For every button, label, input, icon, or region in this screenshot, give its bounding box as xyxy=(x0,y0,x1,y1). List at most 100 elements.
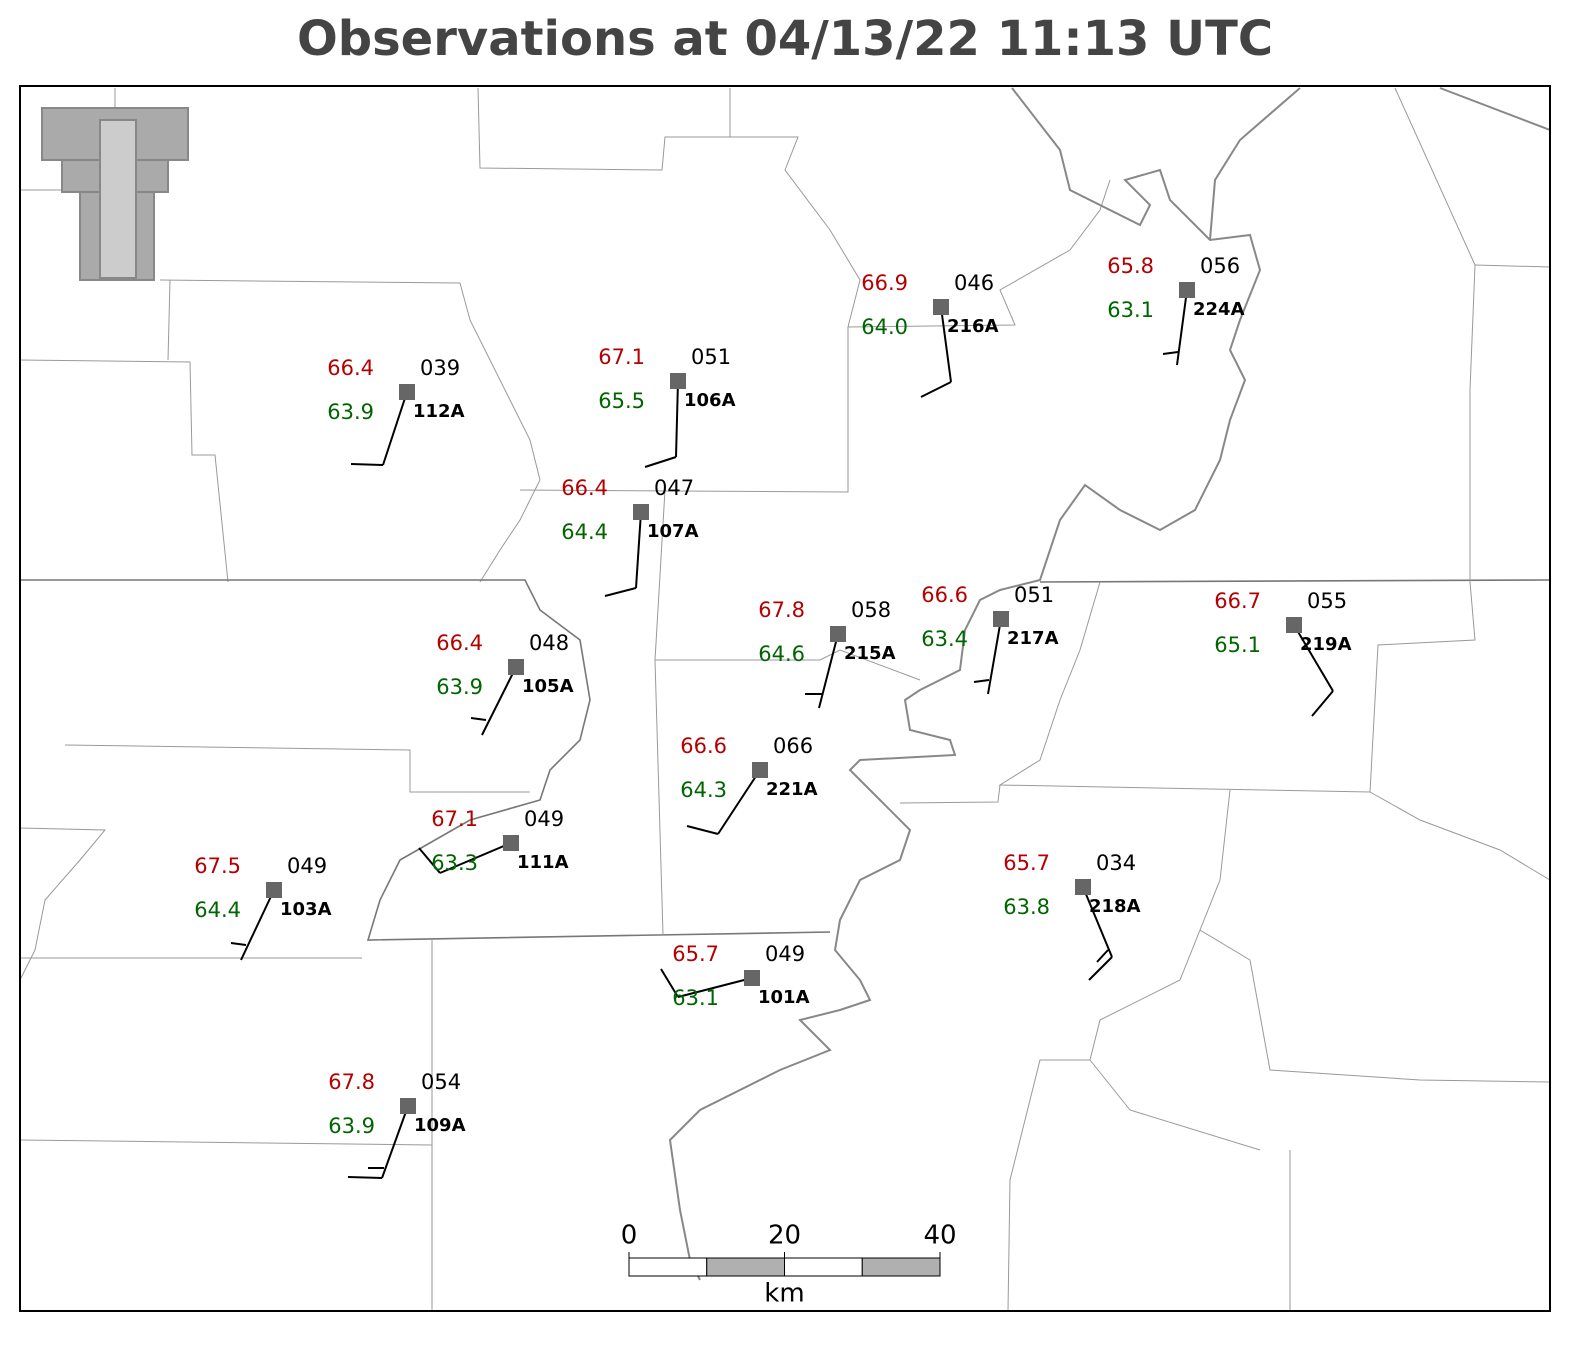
station-id: 106A xyxy=(684,390,736,411)
wind-staff xyxy=(940,306,952,383)
scale-unit: km xyxy=(764,1279,804,1309)
scale-segment xyxy=(706,1257,785,1277)
temperature: 66.4 xyxy=(561,476,608,500)
scale-label: 20 xyxy=(768,1221,801,1251)
dewpoint: 64.4 xyxy=(194,898,241,922)
wind-barb xyxy=(470,717,487,721)
scale-segment xyxy=(784,1257,863,1277)
station-id: 221A xyxy=(766,779,818,800)
station-marker xyxy=(993,611,1009,627)
dewpoint: 63.3 xyxy=(431,851,478,875)
wind-barb xyxy=(350,463,384,466)
station-id: 112A xyxy=(413,401,465,422)
wind-staff xyxy=(675,380,679,458)
station-id: 111A xyxy=(517,852,569,873)
pressure: 049 xyxy=(524,807,564,831)
pressure: 056 xyxy=(1200,254,1240,278)
wind-staff xyxy=(1293,624,1334,692)
wind-barb xyxy=(973,679,990,683)
wind-barb xyxy=(1311,690,1334,717)
title: Observations at 04/13/22 11:13 UTC xyxy=(297,11,1273,67)
station-id: 216A xyxy=(947,316,999,337)
station-marker xyxy=(752,762,768,778)
station-id: 109A xyxy=(414,1115,466,1136)
pressure: 049 xyxy=(287,854,327,878)
dewpoint: 64.4 xyxy=(561,520,608,544)
temperature: 66.6 xyxy=(680,734,727,758)
scale-segment xyxy=(628,1257,708,1277)
wind-barb xyxy=(660,968,679,998)
wind-staff xyxy=(481,666,517,736)
dewpoint: 63.9 xyxy=(327,400,374,424)
scale-label: 0 xyxy=(621,1221,638,1251)
station-id: 105A xyxy=(522,676,574,697)
temperature: 66.6 xyxy=(921,583,968,607)
dewpoint: 63.9 xyxy=(436,675,483,699)
station-id: 217A xyxy=(1007,628,1059,649)
station-id: 218A xyxy=(1089,896,1141,917)
pressure: 039 xyxy=(420,356,460,380)
pressure: 051 xyxy=(691,345,731,369)
scale-bar: 0 20 40 km xyxy=(621,1221,957,1309)
wind-staff xyxy=(635,511,642,589)
temperature: 66.7 xyxy=(1214,589,1261,613)
station-id: 219A xyxy=(1300,634,1352,655)
wind-staff xyxy=(818,633,839,709)
dewpoint: 64.6 xyxy=(758,642,805,666)
wind-barb xyxy=(604,587,637,597)
dewpoint: 64.3 xyxy=(680,778,727,802)
temperature: 65.7 xyxy=(1003,851,1050,875)
wind-barb xyxy=(347,1176,383,1179)
pressure: 051 xyxy=(1014,583,1054,607)
boundaries xyxy=(19,87,1551,1312)
wind-barb xyxy=(1088,956,1113,981)
station-marker xyxy=(400,1098,416,1114)
wind-staff xyxy=(381,1105,409,1179)
temperature: 66.4 xyxy=(327,356,374,380)
wind-staff xyxy=(240,889,275,961)
temperature: 65.7 xyxy=(672,942,719,966)
station-marker xyxy=(266,882,282,898)
temperature: 66.4 xyxy=(436,631,483,655)
dewpoint: 63.1 xyxy=(1107,298,1154,322)
stations: 66.4 039 63.9 112A 67.1 051 65.5 106A 66.4 047 64.… xyxy=(194,254,1352,1179)
station-marker xyxy=(633,504,649,520)
dewpoint: 63.9 xyxy=(328,1114,375,1138)
pressure: 034 xyxy=(1096,851,1136,875)
wind-barb xyxy=(644,456,677,468)
pressure: 066 xyxy=(773,734,813,758)
pressure: 054 xyxy=(421,1070,461,1094)
station-id: 101A xyxy=(758,987,810,1008)
temperature: 67.8 xyxy=(758,598,805,622)
temperature: 67.1 xyxy=(598,345,645,369)
wind-barb xyxy=(920,381,952,398)
wind-barb xyxy=(1096,949,1109,963)
scale-segment xyxy=(861,1257,941,1277)
dewpoint: 65.5 xyxy=(598,389,645,413)
wind-barb xyxy=(230,942,247,946)
dewpoint: 64.0 xyxy=(861,315,908,339)
pressure: 058 xyxy=(851,598,891,622)
wind-staff xyxy=(382,391,408,466)
wind-staff xyxy=(1176,289,1188,366)
pressure: 049 xyxy=(765,942,805,966)
pressure: 047 xyxy=(654,476,694,500)
temperature: 67.5 xyxy=(194,854,241,878)
dewpoint: 65.1 xyxy=(1214,633,1261,657)
pressure: 048 xyxy=(529,631,569,655)
station-marker xyxy=(399,384,415,400)
wind-staff xyxy=(987,618,1002,695)
dewpoint: 63.4 xyxy=(921,627,968,651)
temperature: 67.1 xyxy=(431,807,478,831)
wind-barb xyxy=(686,825,719,835)
scale-label: 40 xyxy=(923,1221,956,1251)
station-id: 103A xyxy=(280,899,332,920)
wind-barb xyxy=(1162,351,1179,355)
wind-staff xyxy=(1082,886,1113,958)
wind-staff xyxy=(439,842,512,874)
wind-staff xyxy=(717,769,761,835)
station-marker xyxy=(1179,282,1195,298)
station-marker xyxy=(508,659,524,675)
